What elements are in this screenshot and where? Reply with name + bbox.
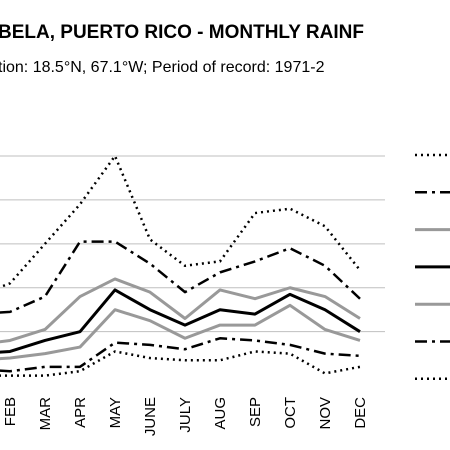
data-line: [0, 303, 361, 361]
x-tick-label: DEC: [352, 397, 369, 429]
data-line: [0, 240, 361, 314]
chart-title: BELA, PUERTO RICO - MONTHLY RAINF: [0, 22, 364, 43]
x-tick-label: AUG: [212, 397, 229, 430]
x-tick-label: JUNE: [142, 397, 159, 436]
data-line: [0, 350, 361, 377]
x-tick-label: APR: [72, 397, 89, 428]
x-tick-label: OCT: [282, 397, 299, 429]
data-line: [0, 288, 361, 354]
data-line: [0, 337, 361, 373]
data-line: [0, 154, 361, 289]
x-tick-label: NOV: [317, 397, 334, 430]
x-tick-label: SEP: [247, 397, 264, 427]
x-tick-label: MAY: [107, 397, 124, 428]
x-tick-label: MAR: [37, 397, 54, 431]
x-tick-label: JULY: [177, 397, 194, 433]
chart-subtitle: tion: 18.5°N, 67.1°W; Period of record: …: [0, 59, 325, 76]
data-line: [0, 277, 361, 344]
x-tick-label: FEB: [2, 397, 19, 426]
